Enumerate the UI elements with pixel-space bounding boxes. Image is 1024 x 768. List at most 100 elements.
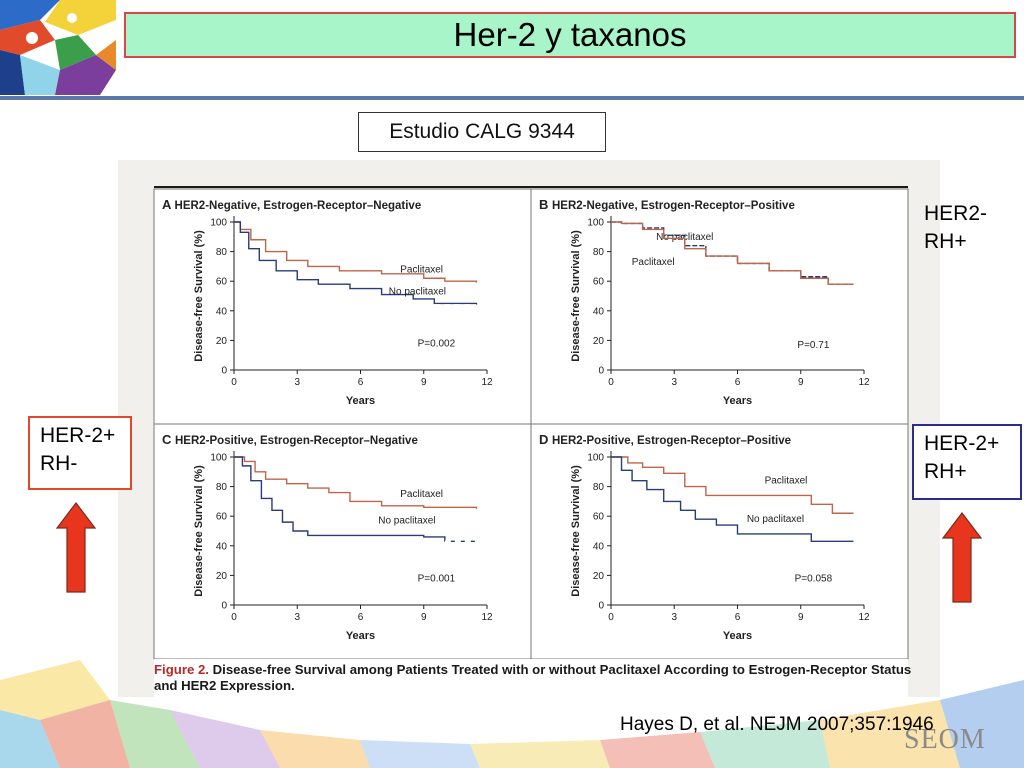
label-her2pos-rhpos: HER-2+ RH+ [912, 424, 1022, 500]
series-label: Paclitaxel [400, 489, 443, 500]
series-line-no-paclitaxel [234, 221, 478, 305]
x-tick-label: 3 [294, 377, 300, 388]
y-axis-label: Disease-free Survival (%) [570, 465, 582, 597]
series-line-paclitaxel [611, 456, 854, 514]
label-her2neg-rhpos-line2: RH+ [924, 230, 967, 253]
panel-title: C HER2-Positive, Estrogen-Receptor–Negat… [162, 432, 418, 447]
x-axis-label: Years [723, 395, 752, 407]
figure-frame [153, 186, 909, 697]
up-arrow-icon [56, 502, 96, 593]
y-tick-label: 60 [593, 277, 605, 288]
up-arrow-icon [942, 512, 982, 603]
panel-title: B HER2-Negative, Estrogen-Receptor–Posit… [539, 197, 795, 212]
x-tick-label: 9 [421, 377, 427, 388]
x-tick-label: 12 [858, 377, 870, 388]
y-tick-label: 100 [587, 453, 604, 464]
survival-figure: A HER2-Negative, Estrogen-Receptor–Negat… [118, 160, 940, 697]
series-line-no-paclitaxel [611, 221, 854, 285]
panel-b-chart: B HER2-Negative, Estrogen-Receptor–Posit… [539, 197, 870, 407]
p-value-label: P=0.71 [797, 340, 829, 351]
series-label: Paclitaxel [765, 476, 808, 487]
x-tick-label: 6 [735, 612, 741, 623]
slide-title: Her-2 y taxanos [453, 16, 687, 53]
panel-letter: C [162, 432, 175, 447]
x-tick-label: 3 [294, 612, 300, 623]
x-tick-label: 6 [358, 377, 364, 388]
y-tick-label: 0 [221, 601, 227, 612]
x-tick-label: 6 [358, 612, 364, 623]
y-tick-label: 0 [598, 601, 604, 612]
series-label: No paclitaxel [747, 514, 804, 525]
panel-a-chart: A HER2-Negative, Estrogen-Receptor–Negat… [162, 197, 493, 407]
x-tick-label: 3 [671, 377, 677, 388]
y-tick-label: 60 [216, 512, 228, 523]
x-tick-label: 0 [231, 612, 237, 623]
mosaic-decoration [0, 660, 1024, 768]
panel-letter: D [539, 432, 552, 447]
label-her2neg-rhpos: HER2- RH+ [914, 196, 1006, 270]
x-tick-label: 0 [608, 612, 614, 623]
series-line-paclitaxel [234, 456, 478, 509]
citation: Hayes D, et al. NEJM 2007;357:1946 [620, 714, 934, 735]
panel-title-text: HER2-Negative, Estrogen-Receptor–Positiv… [552, 200, 795, 212]
series-label: Paclitaxel [632, 257, 675, 268]
y-tick-label: 40 [216, 541, 228, 552]
panel-title: A HER2-Negative, Estrogen-Receptor–Negat… [162, 197, 421, 212]
y-tick-label: 20 [216, 336, 228, 347]
y-tick-label: 80 [216, 247, 228, 258]
label-her2pos-rhneg-line1: HER-2+ [40, 424, 116, 447]
panel-d-chart: D HER2-Positive, Estrogen-Receptor–Posit… [539, 432, 870, 642]
y-axis-label: Disease-free Survival (%) [193, 230, 205, 362]
figure-caption-text: Disease-free Survival among Patients Tre… [154, 662, 912, 693]
p-value-label: P=0.002 [418, 338, 456, 349]
y-tick-label: 20 [593, 571, 605, 582]
series-line-no-paclitaxel [611, 456, 854, 543]
panel-title-text: HER2-Positive, Estrogen-Receptor–Negativ… [175, 435, 418, 447]
figure-caption-label: Figure 2. [154, 662, 209, 677]
series-label: Paclitaxel [400, 264, 443, 275]
panel-title-text: HER2-Positive, Estrogen-Receptor–Positiv… [552, 435, 791, 447]
y-tick-label: 100 [587, 218, 604, 229]
x-tick-label: 12 [481, 612, 493, 623]
label-her2pos-rhneg-line2: RH- [40, 452, 78, 475]
figure-caption: Figure 2. Disease-free Survival among Pa… [154, 662, 914, 694]
p-value-label: P=0.001 [418, 573, 456, 584]
x-tick-label: 9 [798, 612, 804, 623]
y-tick-label: 20 [593, 336, 605, 347]
y-tick-label: 0 [598, 366, 604, 377]
label-her2pos-rhneg: HER-2+ RH- [28, 416, 132, 490]
y-tick-label: 40 [216, 306, 228, 317]
mosaic-logo [0, 0, 116, 95]
series-label: No paclitaxel [656, 232, 713, 243]
seom-watermark: SEOM [904, 724, 986, 755]
x-tick-label: 9 [421, 612, 427, 623]
x-tick-label: 0 [608, 377, 614, 388]
y-axis-label: Disease-free Survival (%) [570, 230, 582, 362]
series-label: No paclitaxel [378, 516, 435, 527]
y-tick-label: 0 [221, 366, 227, 377]
series-line-paclitaxel [611, 221, 854, 285]
y-tick-label: 20 [216, 571, 228, 582]
y-tick-label: 80 [216, 482, 228, 493]
x-tick-label: 12 [858, 612, 870, 623]
x-tick-label: 12 [481, 377, 493, 388]
label-her2neg-rhpos-line1: HER2- [924, 202, 988, 225]
title-banner: Her-2 y taxanos [124, 12, 1016, 58]
panel-letter: B [539, 197, 552, 212]
y-tick-label: 80 [593, 247, 605, 258]
label-her2pos-rhpos-line1: HER-2+ [924, 432, 1000, 455]
panel-title-text: HER2-Negative, Estrogen-Receptor–Negativ… [175, 200, 422, 212]
panel-letter: A [162, 197, 175, 212]
x-tick-label: 9 [798, 377, 804, 388]
series-label: No paclitaxel [389, 287, 446, 298]
study-label: Estudio CALG 9344 [358, 112, 606, 152]
header-divider [0, 96, 1024, 100]
y-tick-label: 100 [210, 453, 227, 464]
y-tick-label: 60 [593, 512, 605, 523]
x-tick-label: 6 [735, 377, 741, 388]
series-line-paclitaxel [234, 221, 478, 283]
x-tick-label: 0 [231, 377, 237, 388]
x-axis-label: Years [346, 630, 375, 642]
y-tick-label: 80 [593, 482, 605, 493]
panel-c-chart: C HER2-Positive, Estrogen-Receptor–Negat… [162, 432, 493, 642]
